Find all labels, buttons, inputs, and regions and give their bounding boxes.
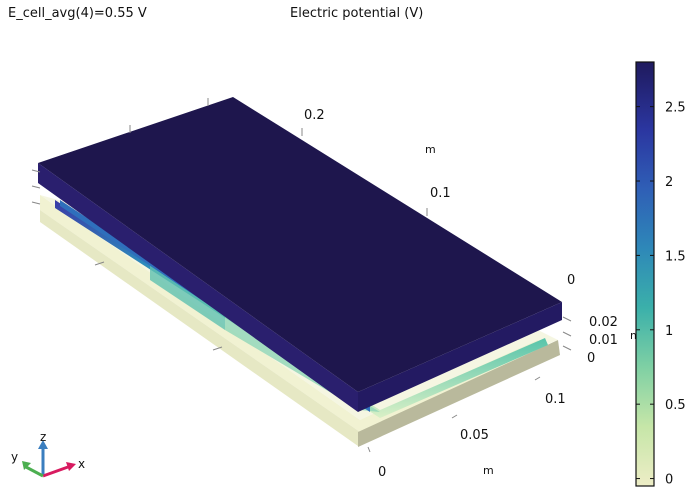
axis-tick-marks xyxy=(31,98,572,453)
plot-title: Electric potential (V) xyxy=(290,6,424,21)
colorbar-tick-label: 2.5 xyxy=(665,101,686,116)
triad-x-label: x xyxy=(78,457,85,471)
cell-voltage-label: E_cell_avg(4)=0.55 V xyxy=(8,6,147,21)
y-unit: m xyxy=(425,143,436,156)
x-arrow-head-icon xyxy=(66,462,76,471)
x-axis-arrow xyxy=(42,465,69,478)
colorbar-tick-label: 0.5 xyxy=(665,398,686,413)
colorbar-tick-label: 1.5 xyxy=(665,249,686,264)
y-tick-0: 0 xyxy=(567,273,575,288)
colorbar-tick-label: 1 xyxy=(665,324,673,339)
y-axis-arrow xyxy=(25,465,44,478)
y-tick-0.1: 0.1 xyxy=(430,186,451,201)
colorbar-gradient xyxy=(635,61,655,487)
z-arrow-head-icon xyxy=(38,440,48,449)
z-tick-0.02: 0.02 xyxy=(589,315,618,330)
x-tick-0.05: 0.05 xyxy=(460,428,489,443)
y-arrow-head-icon xyxy=(22,461,31,470)
x-tick-0.1: 0.1 xyxy=(545,392,566,407)
y-tick-0.2: 0.2 xyxy=(304,108,325,123)
z-tick-0: 0 xyxy=(587,351,595,366)
colorbar-tick-label: 2 xyxy=(665,175,673,190)
top-plate xyxy=(38,97,562,412)
z-tick-0.01: 0.01 xyxy=(589,333,618,348)
x-unit: m xyxy=(483,464,494,477)
colorbar: 2.5 2 1.5 1 0.5 0 xyxy=(635,61,686,488)
colorbar-tick-label: 0 xyxy=(665,473,673,488)
triad-z-label: z xyxy=(40,430,46,444)
x-tick-0: 0 xyxy=(378,465,386,480)
triad-y-label: y xyxy=(11,450,18,464)
orientation-triad: z x y xyxy=(11,430,85,478)
z-unit: m xyxy=(630,329,641,342)
